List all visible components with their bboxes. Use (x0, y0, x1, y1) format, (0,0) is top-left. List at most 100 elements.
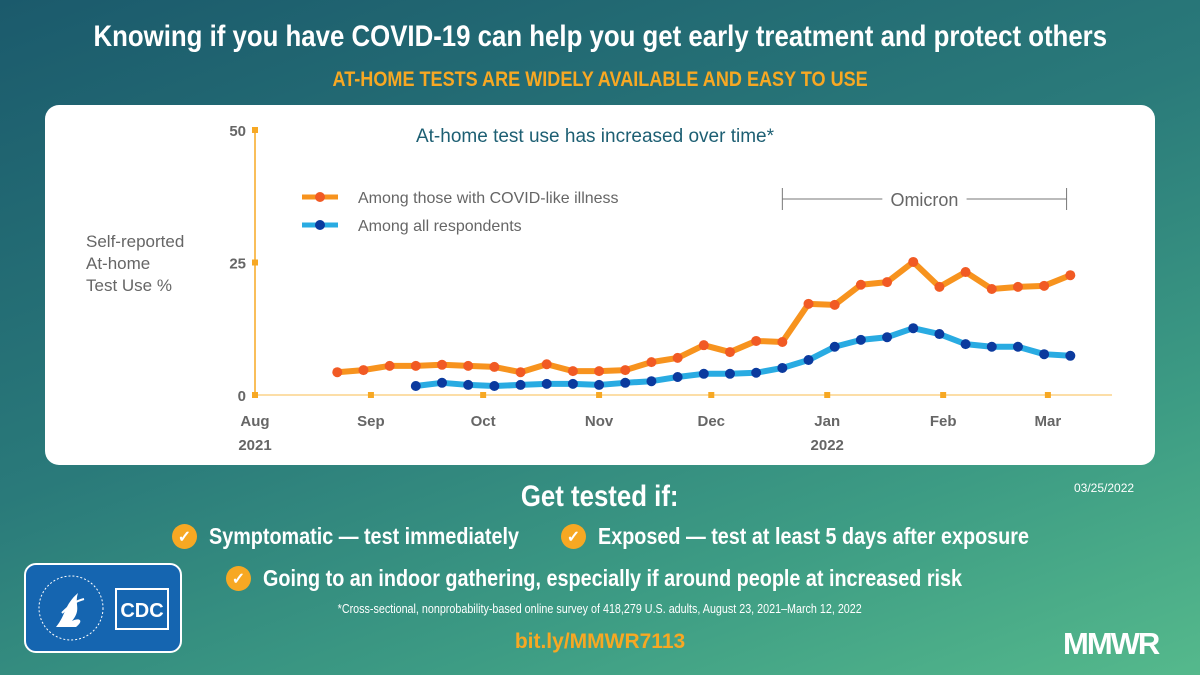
data-point (672, 371, 683, 382)
data-point (594, 379, 605, 390)
data-point (541, 359, 552, 370)
data-point (960, 267, 971, 278)
check-icon: ✓ (172, 524, 197, 549)
hhs-cdc-logo: CDC (24, 563, 182, 653)
publish-date: 03/25/2022 (1074, 481, 1135, 495)
data-point (751, 335, 762, 346)
headline: Knowing if you have COVID-19 can help yo… (93, 20, 1107, 53)
x-tick-mark (596, 392, 603, 398)
data-point (646, 357, 657, 368)
get-tested-heading: Get tested if: (521, 480, 679, 513)
data-point (410, 380, 421, 391)
cdc-logo-text: CDC (120, 600, 163, 622)
data-point (515, 367, 526, 378)
data-point (882, 277, 893, 288)
x-tick-mark (1044, 392, 1051, 398)
data-point (646, 376, 657, 387)
data-point (882, 332, 893, 343)
omicron-label: Omicron (890, 190, 958, 210)
data-point (567, 366, 578, 377)
x-tick-label: Sep (357, 413, 385, 430)
data-point (934, 329, 945, 340)
check-icon: ✓ (226, 566, 251, 591)
y-tick-label: 50 (229, 123, 246, 140)
data-point (489, 380, 500, 391)
y-axis-label: Test Use % (86, 276, 172, 295)
data-point (829, 341, 840, 352)
data-point (1012, 341, 1023, 352)
data-point (620, 365, 631, 376)
data-point (751, 367, 762, 378)
chart-card (45, 105, 1155, 465)
data-point (777, 337, 788, 347)
y-tick-mark (252, 127, 258, 133)
chart-title: At-home test use has increased over time… (416, 126, 775, 147)
data-point (410, 360, 421, 371)
data-point (567, 378, 578, 389)
data-point (855, 279, 866, 290)
check-icon: ✓ (561, 524, 586, 549)
data-point (803, 355, 814, 366)
data-point (672, 352, 683, 363)
x-tick-mark (708, 392, 715, 398)
data-point (358, 365, 369, 376)
data-point (934, 281, 945, 292)
subheadline: AT-HOME TESTS ARE WIDELY AVAILABLE AND E… (332, 68, 868, 91)
x-tick-year: 2021 (238, 437, 271, 454)
data-point (777, 362, 788, 373)
x-tick-year: 2022 (811, 437, 844, 454)
data-point (437, 377, 447, 388)
data-point (960, 339, 971, 350)
y-tick-mark (252, 259, 258, 266)
criteria-item: ✓ Symptomatic — test immediately (172, 523, 569, 550)
hhs-eagle-icon: CDC (38, 575, 169, 641)
x-tick-label: Aug (240, 413, 269, 430)
data-point (986, 341, 997, 352)
series-line (415, 325, 1071, 389)
y-axis-label: Self-reported (86, 232, 184, 251)
data-point (384, 360, 395, 371)
footnote: *Cross-sectional, nonprobability-based o… (337, 602, 863, 616)
x-tick-mark (940, 392, 947, 398)
y-tick-mark (252, 392, 258, 398)
x-tick-mark (480, 392, 487, 398)
data-point (803, 298, 814, 309)
x-tick-mark (367, 392, 374, 398)
data-point (1065, 270, 1076, 281)
legend-swatch-marker (315, 220, 325, 230)
x-tick-label: Dec (698, 413, 726, 430)
x-tick-label: Oct (471, 413, 496, 430)
legend-label: Among those with COVID-like illness (358, 190, 619, 207)
data-point (437, 359, 447, 370)
data-point (724, 347, 735, 358)
data-point (489, 361, 500, 372)
data-point (855, 334, 866, 345)
data-point (986, 284, 997, 294)
data-point (1065, 350, 1076, 361)
legend-label: Among all respondents (358, 218, 522, 235)
data-point (698, 340, 709, 351)
x-tick-label: Nov (585, 413, 614, 430)
x-tick-label: Mar (1035, 413, 1062, 430)
data-point (1039, 349, 1050, 360)
x-tick-mark (824, 392, 831, 398)
mmwr-logo: MMWR (1063, 626, 1160, 661)
y-tick-label: 0 (238, 388, 246, 405)
criteria-item: ✓ Going to an indoor gathering, especiall… (226, 565, 1076, 592)
data-point (515, 379, 526, 390)
data-point (332, 367, 343, 378)
x-tick-label: Feb (930, 413, 957, 430)
data-point (1012, 281, 1023, 292)
legend-swatch-marker (315, 192, 325, 202)
data-point (908, 323, 919, 334)
data-point (594, 366, 605, 377)
data-point (620, 377, 631, 388)
y-tick-label: 25 (229, 256, 246, 273)
data-point (541, 378, 552, 389)
data-point (829, 299, 840, 310)
data-point (908, 256, 919, 267)
data-point (724, 368, 735, 379)
series-line (337, 258, 1072, 376)
mmwr-link[interactable]: bit.ly/MMWR7113 (514, 630, 686, 653)
